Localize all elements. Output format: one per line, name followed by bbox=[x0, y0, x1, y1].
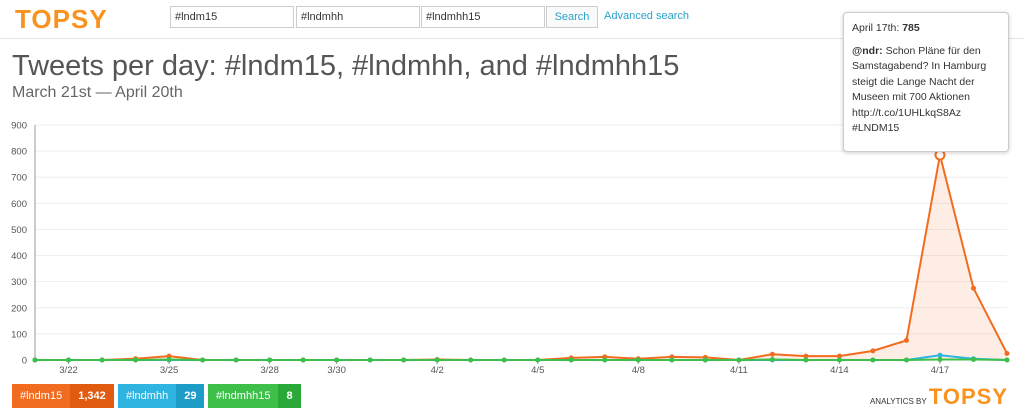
data-point bbox=[769, 351, 775, 357]
tooltip-text: Samstagabend? In Hamburg bbox=[852, 60, 987, 72]
tooltip-text: http://t.co/1UHLkqS8Az bbox=[852, 106, 962, 119]
series-line bbox=[35, 154, 1008, 362]
data-point bbox=[970, 285, 976, 291]
data-point bbox=[1004, 357, 1010, 363]
data-point bbox=[166, 356, 172, 362]
data-point bbox=[970, 356, 976, 362]
tooltip-text: steigt die Lange Nacht der bbox=[852, 75, 975, 88]
y-tick-label: 0 bbox=[22, 356, 27, 367]
data-point bbox=[233, 357, 239, 363]
advanced-search-link[interactable]: Advanced search bbox=[604, 10, 689, 22]
tooltip-value: 785 bbox=[902, 22, 920, 34]
x-tick-label: 4/11 bbox=[730, 365, 748, 376]
y-tick-label: 300 bbox=[11, 277, 27, 288]
x-tick-label: 4/8 bbox=[632, 365, 645, 376]
x-tick-label: 4/17 bbox=[931, 365, 950, 376]
legend-total: 1,342 bbox=[70, 384, 114, 408]
data-point bbox=[903, 357, 909, 363]
data-point bbox=[602, 357, 608, 363]
search-input[interactable]: #lndm15 bbox=[170, 6, 294, 28]
branding-prefix: ANALYTICS BY bbox=[869, 397, 927, 406]
legend-item[interactable]: #lndm15 1,342 bbox=[12, 384, 114, 408]
legend-label: #lndmhh bbox=[126, 390, 169, 402]
branding-logo: TOPSY bbox=[928, 384, 1008, 409]
data-point bbox=[736, 357, 742, 363]
x-tick-label: 3/28 bbox=[260, 365, 279, 376]
y-tick-label: 400 bbox=[11, 251, 27, 262]
x-tick-label: 3/30 bbox=[327, 365, 346, 376]
branding: ANALYTICS BY TOPSY bbox=[870, 384, 1008, 410]
data-point bbox=[535, 357, 541, 363]
x-tick-label: 4/5 bbox=[531, 365, 544, 376]
data-point bbox=[803, 357, 809, 363]
x-tick-label: 4/2 bbox=[431, 365, 444, 376]
data-point bbox=[133, 357, 139, 363]
data-point bbox=[300, 357, 306, 363]
logo[interactable]: TOPSY bbox=[15, 4, 108, 34]
legend-total: 8 bbox=[278, 384, 301, 408]
legend-label: #lndmhh15 bbox=[216, 390, 271, 402]
y-tick-label: 200 bbox=[11, 303, 27, 314]
legend-item[interactable]: #lndmhh15 8 bbox=[208, 384, 301, 408]
tooltip-lines: Samstagabend? In Hamburg steigt die Lange… bbox=[852, 59, 1000, 137]
tooltip-text: #LNDM15 bbox=[852, 122, 900, 134]
tooltip: April 17th: 785 @ndr: Schon Pläne für de… bbox=[843, 12, 1009, 152]
data-point bbox=[32, 357, 38, 363]
data-point bbox=[836, 357, 842, 363]
legend-total: 29 bbox=[176, 384, 205, 408]
y-tick-label: 600 bbox=[11, 199, 27, 210]
data-point bbox=[769, 356, 775, 362]
data-point bbox=[501, 357, 507, 363]
search-input[interactable]: #lndmhh bbox=[296, 6, 420, 28]
data-point bbox=[669, 357, 675, 363]
series-line bbox=[35, 358, 1008, 361]
chart-subtitle: March 21st — April 20th bbox=[12, 84, 183, 101]
data-point bbox=[434, 357, 440, 363]
legend-label: #lndm15 bbox=[20, 390, 63, 402]
x-tick-label: 3/22 bbox=[59, 365, 78, 376]
x-tick-label: 4/14 bbox=[830, 365, 849, 376]
y-tick-label: 800 bbox=[11, 147, 27, 158]
search-input[interactable]: #lndmhh15 bbox=[421, 6, 545, 28]
search-button[interactable]: Search bbox=[546, 6, 598, 28]
data-point bbox=[367, 357, 373, 363]
data-point bbox=[635, 357, 641, 363]
data-point bbox=[903, 337, 909, 343]
tooltip-text: Museen mit 700 Aktionen bbox=[852, 91, 970, 103]
data-point bbox=[836, 353, 842, 359]
chart-title: Tweets per day: #lndm15, #lndmhh, and #l… bbox=[12, 50, 680, 82]
data-point bbox=[870, 348, 876, 354]
data-point bbox=[870, 357, 876, 363]
data-point bbox=[267, 357, 273, 363]
y-tick-label: 500 bbox=[11, 225, 27, 236]
data-point bbox=[334, 357, 340, 363]
area bbox=[35, 155, 1007, 360]
data-point bbox=[937, 352, 943, 358]
y-tick-label: 100 bbox=[11, 329, 27, 340]
tooltip-date: April 17th: bbox=[852, 22, 900, 34]
x-tick-label: 3/25 bbox=[160, 365, 179, 376]
tooltip-author: @ndr: bbox=[852, 44, 883, 57]
legend-item[interactable]: #lndmhh 29 bbox=[118, 384, 205, 408]
data-point bbox=[702, 357, 708, 363]
header: TOPSY #lndm15 #lndmhh #lndmhh15 Search A… bbox=[0, 0, 1024, 39]
y-tick-label: 700 bbox=[11, 173, 27, 184]
data-point bbox=[803, 353, 809, 359]
data-point bbox=[568, 357, 574, 363]
data-point bbox=[66, 357, 72, 363]
data-point bbox=[937, 356, 943, 362]
tooltip-text: Schon Pläne für den bbox=[882, 44, 981, 57]
y-tick-label: 900 bbox=[11, 121, 27, 132]
data-point bbox=[99, 357, 105, 363]
data-point bbox=[1004, 350, 1010, 356]
data-point bbox=[401, 357, 407, 363]
data-point bbox=[468, 357, 474, 363]
data-point bbox=[200, 357, 206, 363]
